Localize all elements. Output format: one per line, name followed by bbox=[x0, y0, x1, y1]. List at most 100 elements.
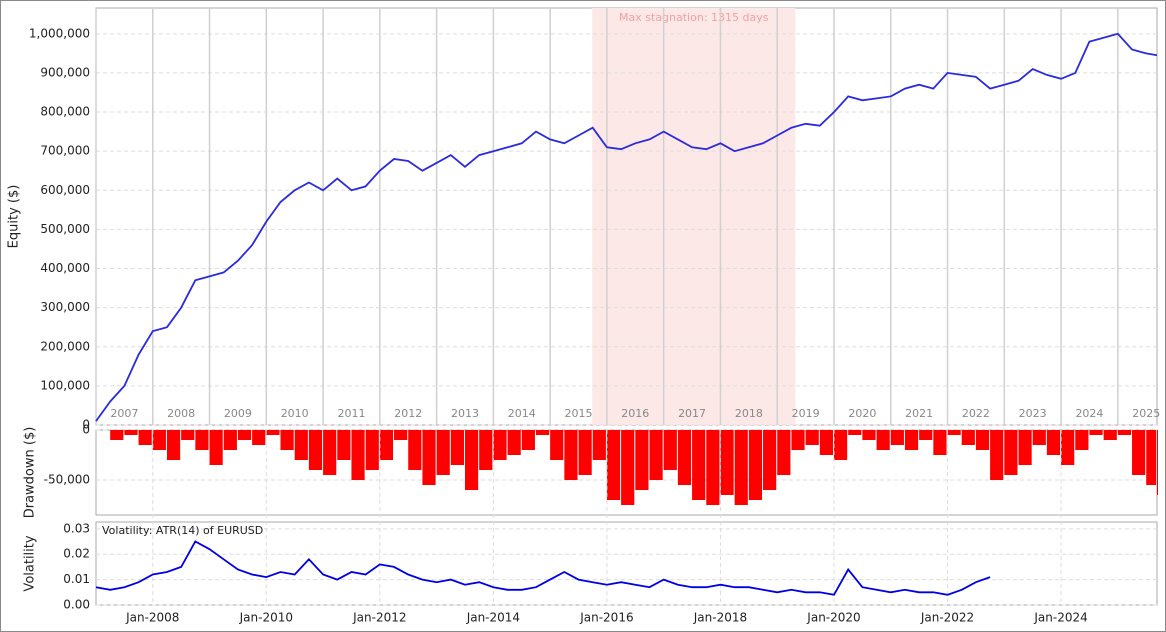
year-label: 2012 bbox=[394, 407, 422, 420]
x-tick-label: Jan-2010 bbox=[239, 611, 293, 625]
drawdown-bar bbox=[110, 430, 124, 440]
drawdown-bar bbox=[890, 430, 904, 445]
drawdown-bar bbox=[763, 430, 777, 490]
year-label: 2020 bbox=[848, 407, 876, 420]
x-tick-label: Jan-2018 bbox=[693, 611, 747, 625]
drawdown-bar bbox=[848, 430, 862, 435]
drawdown-bar bbox=[706, 430, 720, 505]
drawdown-bar bbox=[1132, 430, 1146, 475]
drawdown-bar bbox=[195, 430, 209, 450]
drawdown-bar bbox=[1117, 430, 1132, 435]
y-tick-label: 700,000 bbox=[40, 144, 90, 158]
drawdown-bar bbox=[521, 430, 535, 450]
year-label: 2017 bbox=[678, 407, 706, 420]
drawdown-bar bbox=[422, 430, 436, 485]
drawdown-bar bbox=[1018, 430, 1032, 465]
drawdown-bar bbox=[1004, 430, 1018, 475]
drawdown-bar bbox=[833, 430, 848, 460]
drawdown-bar bbox=[1157, 430, 1158, 495]
drawdown-bar bbox=[124, 430, 138, 435]
drawdown-bar bbox=[223, 430, 237, 450]
y-axis-title: Volatility bbox=[23, 535, 38, 591]
drawdown-bar bbox=[294, 430, 308, 460]
year-label: 2009 bbox=[224, 407, 252, 420]
drawdown-bar bbox=[862, 430, 876, 440]
drawdown-bar bbox=[791, 430, 805, 450]
drawdown-bar bbox=[734, 430, 748, 505]
drawdown-bar bbox=[1075, 430, 1089, 450]
panel bbox=[95, 521, 1158, 606]
drawdown-bar bbox=[947, 430, 961, 435]
drawdown-bar bbox=[1089, 430, 1103, 435]
drawdown-bar bbox=[692, 430, 706, 500]
y-tick-label: 500,000 bbox=[40, 222, 90, 236]
drawdown-bar bbox=[1032, 430, 1046, 445]
year-label: 2014 bbox=[508, 407, 536, 420]
drawdown-bar bbox=[961, 430, 975, 445]
year-label: 2008 bbox=[167, 407, 195, 420]
drawdown-bar bbox=[663, 430, 677, 470]
year-label: 2013 bbox=[451, 407, 479, 420]
y-tick-label: 0.03 bbox=[63, 521, 90, 535]
y-tick-label: 900,000 bbox=[40, 65, 90, 79]
year-label: 2018 bbox=[735, 407, 763, 420]
year-label: 2024 bbox=[1075, 407, 1103, 420]
x-tick-label: Jan-2012 bbox=[352, 611, 406, 625]
drawdown-bar bbox=[408, 430, 422, 470]
year-label: 2021 bbox=[905, 407, 933, 420]
x-tick-label: Jan-2016 bbox=[579, 611, 633, 625]
drawdown-bar bbox=[450, 430, 464, 465]
y-tick-label: 0.02 bbox=[63, 547, 90, 561]
y-tick-label: 100,000 bbox=[40, 378, 90, 392]
annotation: Volatility: ATR(14) of EURUSD bbox=[102, 524, 263, 537]
drawdown-bar bbox=[975, 430, 990, 450]
drawdown-bar bbox=[266, 430, 280, 435]
y-tick-label: 400,000 bbox=[40, 261, 90, 275]
drawdown-bar bbox=[904, 430, 919, 450]
drawdown-bar bbox=[379, 430, 394, 460]
drawdown-bar bbox=[592, 430, 606, 460]
drawdown-bar bbox=[181, 430, 195, 440]
y-tick-label: 1,000,000 bbox=[29, 26, 90, 40]
drawdown-bar bbox=[677, 430, 692, 485]
drawdown-bar bbox=[166, 430, 181, 460]
x-tick-label: Jan-2022 bbox=[920, 611, 974, 625]
series-line bbox=[95, 32, 1158, 422]
drawdown-bar bbox=[138, 430, 152, 445]
drawdown-bar bbox=[323, 430, 337, 475]
drawdown-bar bbox=[649, 430, 663, 480]
drawdown-bar bbox=[479, 430, 493, 470]
y-tick-label: -50,000 bbox=[44, 473, 90, 487]
drawdown-bar bbox=[1103, 430, 1117, 440]
drawdown-bar bbox=[1046, 430, 1061, 455]
x-tick-label: Jan-2014 bbox=[466, 611, 520, 625]
series-line bbox=[95, 540, 991, 596]
y-tick-label: 0 bbox=[82, 423, 90, 437]
stagnation-region bbox=[592, 8, 796, 425]
drawdown-bar bbox=[1061, 430, 1075, 465]
y-tick-label: 0.01 bbox=[63, 572, 90, 586]
y-tick-label: 800,000 bbox=[40, 105, 90, 119]
drawdown-bar bbox=[876, 430, 890, 450]
drawdown-bar bbox=[933, 430, 947, 455]
drawdown-bar bbox=[436, 430, 450, 475]
drawdown-bar bbox=[819, 430, 833, 455]
year-label: 2007 bbox=[110, 407, 138, 420]
drawdown-bar bbox=[308, 430, 323, 470]
drawdown-bar bbox=[777, 430, 791, 475]
y-axis-title: Drawdown ($) bbox=[23, 427, 38, 519]
drawdown-bar bbox=[507, 430, 521, 455]
drawdown-bar bbox=[990, 430, 1004, 480]
drawdown-bar bbox=[919, 430, 933, 440]
y-tick-label: 600,000 bbox=[40, 183, 90, 197]
y-axis-title: Equity ($) bbox=[7, 185, 22, 249]
drawdown-bar bbox=[748, 430, 763, 500]
year-label: 2015 bbox=[565, 407, 593, 420]
stagnation-label: Max stagnation: 1315 days bbox=[619, 11, 769, 24]
drawdown-bar bbox=[535, 430, 550, 435]
year-label: 2025 bbox=[1132, 407, 1160, 420]
drawdown-bar bbox=[720, 430, 734, 495]
drawdown-bar bbox=[564, 430, 578, 480]
drawdown-bar bbox=[1146, 430, 1156, 485]
drawdown-bar bbox=[621, 430, 635, 505]
